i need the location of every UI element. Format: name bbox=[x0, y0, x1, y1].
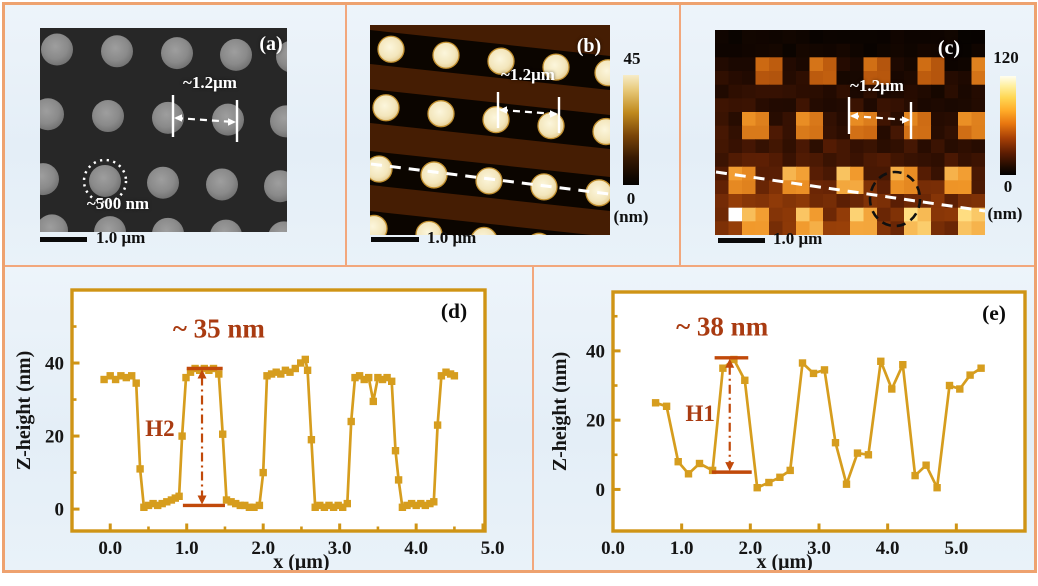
panel-a-scalebar bbox=[40, 237, 87, 242]
divider-b-c bbox=[679, 5, 681, 265]
axis-ticks-e: 0.0 1.0 2.0 3.0 4.0 5.0 0 20 40 bbox=[586, 314, 968, 559]
height-annotation-d: ~ 35 nm H2 bbox=[145, 313, 266, 508]
profile-section-line bbox=[370, 162, 610, 196]
pixel-map-image bbox=[715, 30, 985, 235]
afm-dots bbox=[370, 35, 610, 235]
y-tick-label: 40 bbox=[586, 341, 605, 362]
panel-c-colorbar-min: 0 bbox=[1003, 177, 1013, 196]
profile-plot-d: ~ 35 nm H2 0.0 1.0 2.0 3.0 4.0 5.0 0 20 40 x (μm) Z-… bbox=[13, 288, 505, 570]
panel-a-label: (a) bbox=[259, 33, 283, 55]
panel-c-label: (c) bbox=[937, 37, 961, 59]
height-symbol-label: H1 bbox=[686, 401, 715, 426]
panel-c-colorbar bbox=[1000, 76, 1016, 175]
x-tick-label: 5.0 bbox=[944, 538, 968, 559]
x-tick-label: 2.0 bbox=[251, 538, 275, 559]
panel-c-colorbar-unit: (nm) bbox=[987, 204, 1023, 223]
pixel-grid bbox=[715, 30, 985, 235]
divider-a-b bbox=[345, 5, 347, 265]
profile-plot-e: ~ 38 nm H1 0.0 1.0 2.0 3.0 4.0 5.0 0 20 40 x (μm) Z-… bbox=[549, 290, 1027, 570]
diameter-dotted-circle bbox=[82, 158, 128, 204]
y-tick-label: 0 bbox=[55, 500, 65, 521]
height-value-label: ~ 38 nm bbox=[676, 311, 769, 341]
panel-a-pitch-label: ~1.2μm bbox=[183, 73, 237, 92]
y-tick-label: 20 bbox=[45, 427, 64, 448]
x-tick-label: 0.0 bbox=[98, 538, 122, 559]
height-value-label: ~ 35 nm bbox=[173, 313, 266, 343]
panel-c-colorbar-max: 120 bbox=[993, 48, 1019, 67]
afm-image bbox=[370, 25, 610, 235]
x-tick-label: 1.0 bbox=[175, 538, 199, 559]
panel-b-label: (b) bbox=[576, 35, 602, 57]
panel-c-pitch-label: ~1.2μm bbox=[850, 76, 904, 95]
profile-series-e bbox=[651, 355, 985, 492]
pitch-dimension-marker bbox=[496, 92, 561, 133]
panel-b-colorbar bbox=[623, 75, 639, 185]
panel-letter: (d) bbox=[441, 299, 467, 323]
x-tick-label: 4.0 bbox=[404, 538, 428, 559]
axis-ticks-d: 0.0 1.0 2.0 3.0 4.0 5.0 0 20 40 bbox=[45, 325, 505, 559]
highlight-dashed-ellipse bbox=[868, 170, 922, 228]
x-tick-label: 4.0 bbox=[876, 538, 900, 559]
x-tick-label: 2.0 bbox=[738, 538, 762, 559]
panel-b-scalebar-label: 1.0 μm bbox=[427, 228, 477, 247]
x-axis-label: x (μm) bbox=[757, 551, 813, 570]
pitch-dimension-marker bbox=[171, 95, 239, 142]
panel-b-scalebar bbox=[371, 237, 419, 242]
panel-c-scalebar bbox=[718, 238, 765, 243]
panel-a-scalebar-label: 1.0 μm bbox=[96, 228, 146, 247]
sem-image bbox=[40, 28, 287, 232]
panel-c-scalebar-label: 1.0 μm bbox=[773, 229, 823, 248]
pitch-dimension-marker bbox=[847, 97, 913, 139]
plot-frame bbox=[70, 288, 487, 533]
panel-letter: (e) bbox=[982, 301, 1006, 325]
x-axis-label: x (μm) bbox=[273, 551, 329, 570]
y-axis-label: Z-height (nm) bbox=[13, 351, 35, 470]
x-tick-label: 0.0 bbox=[601, 538, 625, 559]
height-annotation-e: ~ 38 nm H1 bbox=[676, 311, 769, 474]
x-tick-label: 3.0 bbox=[328, 538, 352, 559]
y-axis-label: Z-height (nm) bbox=[549, 352, 571, 471]
sem-dots bbox=[40, 33, 287, 232]
panel-a-diameter-label: ~500 nm bbox=[86, 194, 150, 213]
y-tick-label: 20 bbox=[586, 411, 605, 432]
panel-b-colorbar-min: 0 bbox=[626, 189, 636, 208]
y-tick-label: 0 bbox=[596, 480, 606, 501]
divider-rows bbox=[5, 265, 1034, 267]
panel-b-colorbar-unit: (nm) bbox=[613, 207, 649, 226]
profile-section-line bbox=[715, 170, 985, 213]
x-tick-label: 1.0 bbox=[670, 538, 694, 559]
height-symbol-label: H2 bbox=[145, 416, 174, 441]
panel-b-colorbar-max: 45 bbox=[623, 49, 641, 68]
x-tick-label: 3.0 bbox=[807, 538, 831, 559]
x-tick-label: 5.0 bbox=[481, 538, 505, 559]
y-tick-label: 40 bbox=[45, 354, 64, 375]
panel-b-pitch-label: ~1.2μm bbox=[501, 65, 555, 84]
figure-border bbox=[2, 2, 1037, 573]
profile-series-d bbox=[100, 355, 459, 511]
divider-d-e bbox=[532, 267, 534, 570]
